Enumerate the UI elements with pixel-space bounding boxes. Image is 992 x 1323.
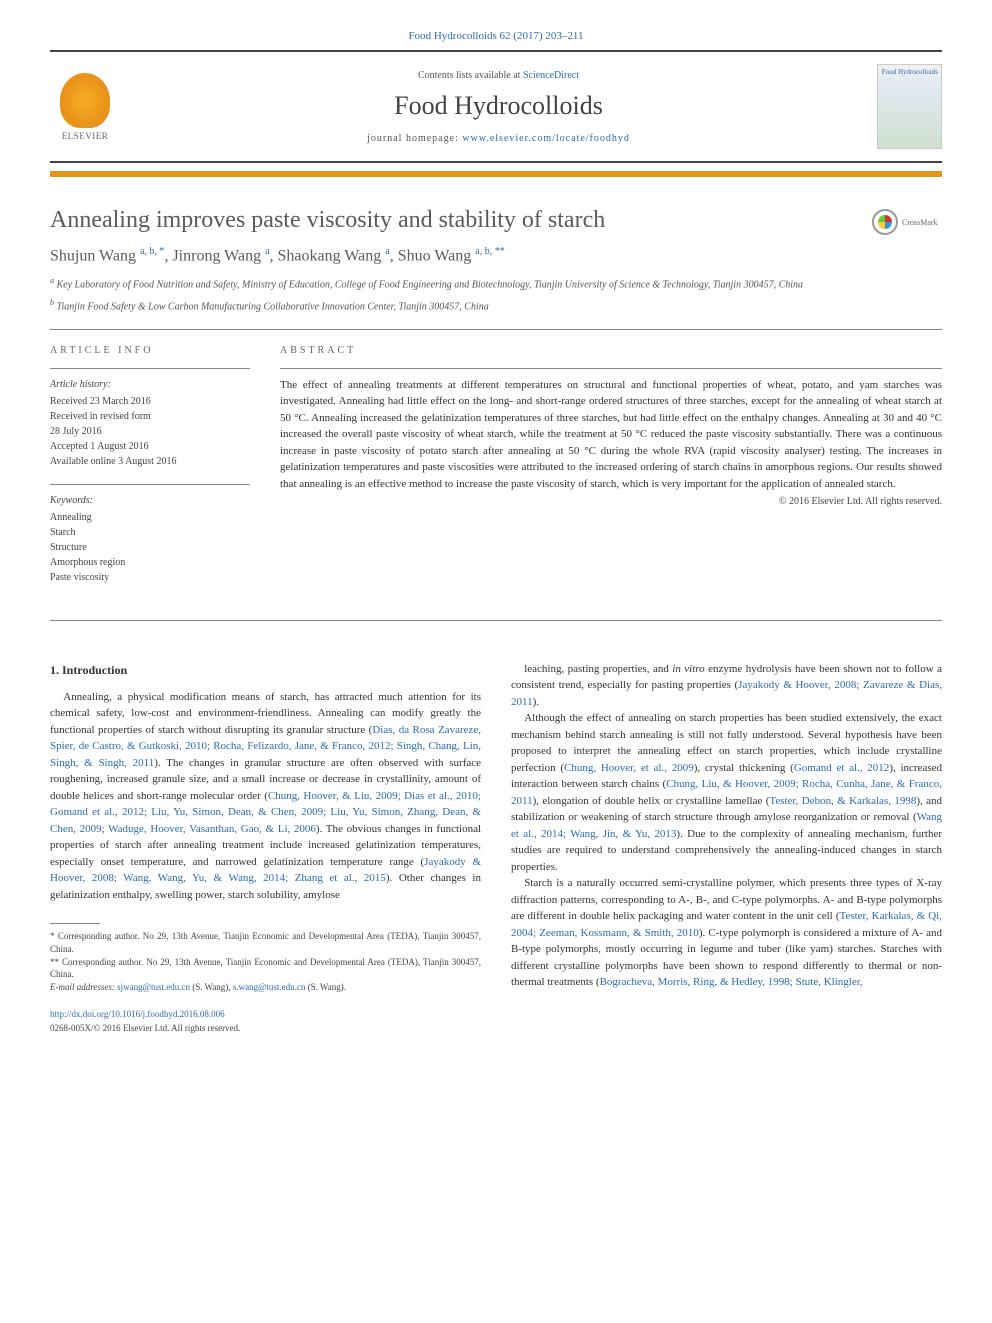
doi-line: http://dx.doi.org/10.1016/j.foodhyd.2016… xyxy=(50,1008,481,1022)
journal-cover-thumbnail: Food Hydrocolloids xyxy=(877,64,942,149)
keywords-heading: Keywords: xyxy=(50,493,250,508)
email-link-2[interactable]: s.wang@tust.edu.cn xyxy=(233,982,306,992)
divider xyxy=(50,329,942,330)
journal-reference: Food Hydrocolloids 62 (2017) 203–211 xyxy=(50,30,942,42)
homepage-line: journal homepage: www.elsevier.com/locat… xyxy=(135,133,862,144)
keyword: Paste viscosity xyxy=(50,570,250,585)
issn-copyright: 0268-005X/© 2016 Elsevier Ltd. All right… xyxy=(50,1022,481,1036)
abstract-column: ABSTRACT The effect of annealing treatme… xyxy=(280,345,942,600)
affiliation: a Key Laboratory of Food Nutrition and S… xyxy=(50,275,942,292)
corresponding-author-1: * Corresponding author. No 29, 13th Aven… xyxy=(50,930,481,955)
keyword: Starch xyxy=(50,525,250,540)
history-line: Received in revised form xyxy=(50,409,250,424)
doi-link[interactable]: http://dx.doi.org/10.1016/j.foodhyd.2016… xyxy=(50,1009,225,1019)
keyword: Amorphous region xyxy=(50,555,250,570)
history-line: 28 July 2016 xyxy=(50,424,250,439)
keywords-block: Keywords: AnnealingStarchStructureAmorph… xyxy=(50,484,250,585)
history-line: Received 23 March 2016 xyxy=(50,394,250,409)
right-column: leaching, pasting properties, and in vit… xyxy=(511,661,942,1035)
crossmark-icon xyxy=(872,209,898,235)
body-two-columns: 1. Introduction Annealing, a physical mo… xyxy=(50,661,942,1035)
history-line: Accepted 1 August 2016 xyxy=(50,439,250,454)
orange-divider-bar xyxy=(50,171,942,177)
journal-header: ELSEVIER Contents lists available at Sci… xyxy=(50,50,942,163)
abstract-text: The effect of annealing treatments at di… xyxy=(280,368,942,493)
email-name-1: (S. Wang), xyxy=(192,982,230,992)
crossmark-label: CrossMark xyxy=(902,218,938,227)
footnotes: * Corresponding author. No 29, 13th Aven… xyxy=(50,930,481,993)
sciencedirect-link[interactable]: ScienceDirect xyxy=(523,70,579,81)
article-info-label: ARTICLE INFO xyxy=(50,345,250,356)
left-column: 1. Introduction Annealing, a physical mo… xyxy=(50,661,481,1035)
homepage-prefix: journal homepage: xyxy=(367,133,462,144)
section-number: 1. xyxy=(50,663,59,677)
abstract-label: ABSTRACT xyxy=(280,345,942,356)
email-name-2: (S. Wang). xyxy=(308,982,346,992)
history-heading: Article history: xyxy=(50,377,250,392)
article-history-block: Article history: Received 23 March 2016R… xyxy=(50,368,250,469)
contents-available-line: Contents lists available at ScienceDirec… xyxy=(135,70,862,81)
elsevier-logo: ELSEVIER xyxy=(50,67,120,147)
author-list: Shujun Wang a, b, *, Jinrong Wang a, Sha… xyxy=(50,246,942,265)
journal-title: Food Hydrocolloids xyxy=(135,91,862,121)
keyword: Structure xyxy=(50,540,250,555)
divider xyxy=(50,620,942,621)
contents-prefix: Contents lists available at xyxy=(418,70,523,81)
elsevier-tree-icon xyxy=(60,73,110,128)
cover-label: Food Hydrocolloids xyxy=(882,68,938,76)
homepage-link[interactable]: www.elsevier.com/locate/foodhyd xyxy=(462,133,630,144)
keyword: Annealing xyxy=(50,510,250,525)
history-line: Available online 3 August 2016 xyxy=(50,454,250,469)
corresponding-author-2: ** Corresponding author. No 29, 13th Ave… xyxy=(50,956,481,981)
body-paragraph: Annealing, a physical modification means… xyxy=(50,689,481,904)
affiliation: b Tianjin Food Safety & Low Carbon Manuf… xyxy=(50,297,942,314)
body-paragraph: Although the effect of annealing on star… xyxy=(511,710,942,875)
email-line: E-mail addresses: sjwang@tust.edu.cn (S.… xyxy=(50,981,481,994)
email-link-1[interactable]: sjwang@tust.edu.cn xyxy=(117,982,190,992)
crossmark-badge[interactable]: CrossMark xyxy=(872,207,942,237)
section-heading: 1. Introduction xyxy=(50,661,481,679)
article-info-column: ARTICLE INFO Article history: Received 2… xyxy=(50,345,250,600)
section-title: Introduction xyxy=(62,663,127,677)
footnote-separator xyxy=(50,923,100,924)
body-paragraph: Starch is a naturally occurred semi-crys… xyxy=(511,875,942,991)
header-center: Contents lists available at ScienceDirec… xyxy=(135,70,862,144)
article-title: Annealing improves paste viscosity and s… xyxy=(50,207,942,234)
abstract-copyright: © 2016 Elsevier Ltd. All rights reserved… xyxy=(280,496,942,507)
body-paragraph: leaching, pasting properties, and in vit… xyxy=(511,661,942,711)
email-label: E-mail addresses: xyxy=(50,982,115,992)
elsevier-label: ELSEVIER xyxy=(62,131,109,141)
